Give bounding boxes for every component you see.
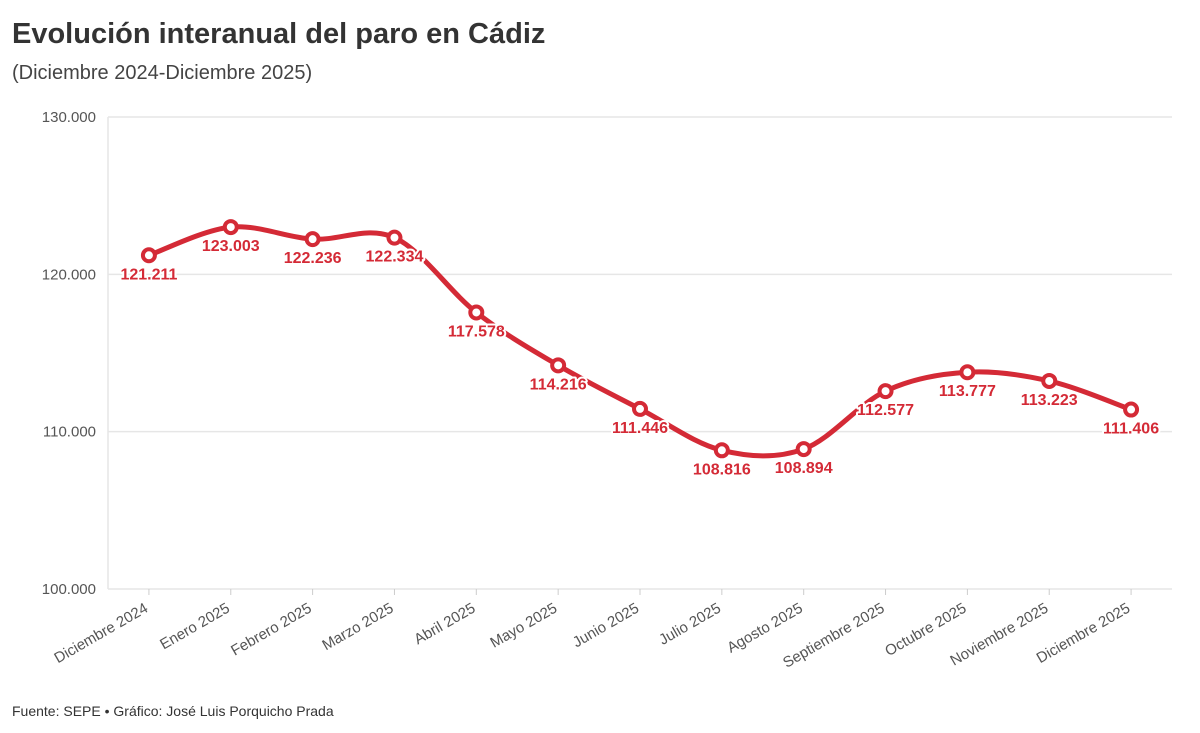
chart-subtitle: (Diciembre 2024-Diciembre 2025): [12, 62, 312, 84]
point-marker: [468, 304, 485, 321]
x-tick-label: Diciembre 2024: [51, 600, 150, 667]
y-tick-label: 110.000: [43, 424, 96, 441]
value-label: 122.236: [284, 250, 342, 267]
point-marker: [877, 383, 894, 400]
value-label: 111.406: [1103, 421, 1159, 438]
value-label: 108.894: [775, 460, 833, 477]
x-tick-label: Abril 2025: [411, 600, 478, 648]
point-marker: [713, 442, 730, 459]
point-marker: [1041, 372, 1058, 389]
x-tick-label: Mayo 2025: [487, 600, 560, 652]
value-label: 123.003: [202, 238, 260, 255]
point-marker: [386, 229, 403, 246]
value-label: 108.816: [693, 461, 751, 478]
value-label: 117.578: [448, 323, 505, 340]
value-label: 114.216: [530, 376, 587, 393]
value-label: 122.334: [366, 249, 424, 266]
y-tick-label: 130.000: [42, 109, 96, 126]
x-tick-label: Marzo 2025: [319, 600, 396, 654]
point-marker: [222, 219, 239, 236]
point-marker: [795, 441, 812, 458]
point-marker: [1123, 401, 1140, 418]
chart-title: Evolución interanual del paro en Cádiz: [12, 18, 545, 50]
point-marker: [550, 357, 567, 374]
point-marker: [140, 247, 157, 264]
point-marker: [632, 400, 648, 417]
x-tick-label: Enero 2025: [157, 600, 233, 654]
value-label: 121.211: [120, 266, 177, 283]
value-label: 111.446: [612, 420, 668, 437]
value-label: 112.577: [857, 402, 914, 419]
y-tick-label: 100.000: [42, 581, 96, 598]
caption: Fuente: SEPE • Gráfico: José Luis Porqui…: [12, 703, 334, 719]
x-tick-label: Julio 2025: [656, 600, 724, 649]
point-marker: [304, 231, 321, 248]
point-marker: [959, 364, 976, 381]
x-tick-label: Febrero 2025: [228, 600, 314, 660]
value-label: 113.777: [939, 383, 996, 400]
x-tick-label: Junio 2025: [570, 600, 642, 651]
value-label: 113.223: [1021, 392, 1078, 409]
y-tick-label: 120.000: [42, 266, 96, 283]
